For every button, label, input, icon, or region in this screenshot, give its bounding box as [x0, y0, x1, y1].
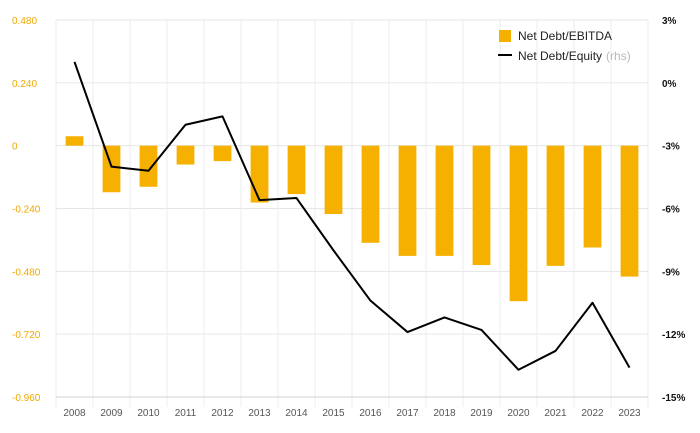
- legend-swatch-net-debt-ebitda: [499, 30, 511, 42]
- bar-net-debt-ebitda: [176, 145, 195, 165]
- bar-net-debt-ebitda: [361, 145, 380, 243]
- line-net-debt-equity: [73, 61, 631, 371]
- bar-net-debt-ebitda: [250, 145, 269, 203]
- bar-net-debt-ebitda: [139, 145, 158, 187]
- x-tick-label: 2016: [359, 408, 382, 419]
- x-tick-label: 2018: [433, 408, 456, 419]
- y-left-tick-label: 0.480: [12, 16, 37, 27]
- legend-label-net-debt-equity: Net Debt/Equity (rhs): [518, 49, 631, 63]
- bar-net-debt-ebitda: [583, 145, 602, 248]
- x-tick-label: 2015: [322, 408, 345, 419]
- bar-net-debt-ebitda: [65, 136, 84, 146]
- x-tick-label: 2013: [248, 408, 271, 419]
- y-right-tick-label: -6%: [662, 205, 680, 216]
- legend: Net Debt/EBITDA Net Debt/Equity (rhs): [498, 29, 631, 63]
- x-tick-label: 2011: [175, 408, 197, 419]
- line-layer: [73, 61, 631, 371]
- bar-net-debt-ebitda: [509, 145, 528, 302]
- x-tick-label: 2022: [581, 408, 604, 419]
- axes-layer: 0.480 0.240 0 -0.240 -0.480 -0.720 -0.960 3% 0% -…: [12, 16, 685, 419]
- y-right-tick-label: -12%: [662, 330, 685, 341]
- x-tick-label: 2023: [618, 408, 641, 419]
- bar-net-debt-ebitda: [102, 145, 121, 193]
- y-right-tick-label: 3%: [662, 16, 677, 27]
- bar-net-debt-ebitda: [398, 145, 417, 256]
- y-left-tick-label: -0.960: [12, 393, 41, 404]
- x-tick-label: 2008: [63, 408, 86, 419]
- x-tick-label: 2017: [396, 408, 419, 419]
- bars-layer: [65, 136, 639, 302]
- y-right-tick-label: 0%: [662, 79, 677, 90]
- y-left-tick-label: 0.240: [12, 79, 37, 90]
- x-tick-label: 2021: [544, 408, 567, 419]
- bar-net-debt-ebitda: [472, 145, 491, 266]
- bar-net-debt-ebitda: [435, 145, 454, 256]
- bar-net-debt-ebitda: [287, 145, 306, 195]
- legend-label-net-debt-ebitda: Net Debt/EBITDA: [518, 29, 612, 43]
- x-tick-label: 2020: [507, 408, 530, 419]
- bar-net-debt-ebitda: [324, 145, 343, 214]
- y-right-tick-label: -9%: [662, 267, 680, 278]
- legend-label-rhs-note: (rhs): [606, 49, 631, 63]
- y-right-tick-label: -15%: [662, 393, 685, 404]
- x-tick-label: 2012: [211, 408, 234, 419]
- y-right-tick-label: -3%: [662, 142, 680, 153]
- y-left-tick-label: -0.720: [12, 330, 41, 341]
- y-left-tick-label: -0.240: [12, 205, 41, 216]
- bar-net-debt-ebitda: [546, 145, 565, 266]
- x-tick-label: 2014: [285, 408, 308, 419]
- x-tick-label: 2009: [100, 408, 123, 419]
- y-left-tick-label: 0: [12, 142, 18, 153]
- x-tick-label: 2019: [470, 408, 493, 419]
- legend-label-net-debt-equity-text: Net Debt/Equity: [518, 49, 602, 63]
- bar-net-debt-ebitda: [213, 145, 232, 162]
- x-tick-label: 2010: [137, 408, 160, 419]
- y-left-tick-label: -0.480: [12, 267, 41, 278]
- grid-layer: [55, 19, 649, 407]
- bar-net-debt-ebitda: [620, 145, 639, 277]
